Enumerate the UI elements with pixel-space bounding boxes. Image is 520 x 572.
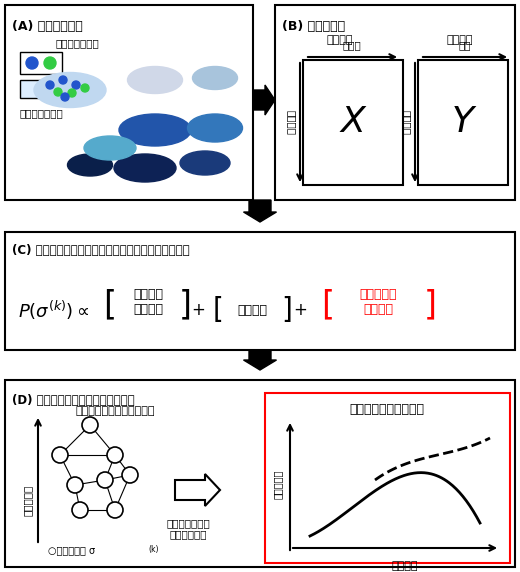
Text: ]: ] xyxy=(423,288,436,321)
Bar xyxy=(20,80,42,98)
Ellipse shape xyxy=(180,151,230,175)
Ellipse shape xyxy=(127,66,183,93)
Circle shape xyxy=(54,88,62,96)
Circle shape xyxy=(107,447,123,463)
FancyArrow shape xyxy=(253,85,275,115)
Text: Y: Y xyxy=(452,105,474,139)
Circle shape xyxy=(68,89,76,97)
Circle shape xyxy=(59,76,67,84)
Ellipse shape xyxy=(119,114,191,146)
Text: 観測された
環境因子: 観測された 環境因子 xyxy=(359,288,397,316)
Circle shape xyxy=(72,81,80,89)
Circle shape xyxy=(97,472,113,488)
Ellipse shape xyxy=(188,114,242,142)
Circle shape xyxy=(72,502,88,518)
Text: サンプル: サンプル xyxy=(286,109,296,134)
Circle shape xyxy=(81,84,89,92)
Text: 安定状態ダイアグラム: 安定状態ダイアグラム xyxy=(349,403,424,416)
Bar xyxy=(265,393,510,563)
Bar xyxy=(418,60,508,185)
Text: 環境条件: 環境条件 xyxy=(447,35,473,45)
Text: +: + xyxy=(293,301,307,319)
Ellipse shape xyxy=(114,154,176,182)
Circle shape xyxy=(122,467,138,483)
FancyArrow shape xyxy=(243,350,277,370)
Ellipse shape xyxy=(84,136,136,160)
Text: エネルギー: エネルギー xyxy=(23,484,33,515)
Text: X: X xyxy=(341,105,366,139)
Text: 群集組成の観測: 群集組成の観測 xyxy=(55,38,99,48)
FancyArrow shape xyxy=(243,200,277,222)
Text: [: [ xyxy=(103,288,116,321)
Text: エネルギー: エネルギー xyxy=(273,469,283,499)
Text: 群集組成: 群集組成 xyxy=(327,35,353,45)
Text: エネルギーランドスケープ: エネルギーランドスケープ xyxy=(75,406,155,416)
Circle shape xyxy=(67,477,83,493)
Text: 因子: 因子 xyxy=(459,40,471,50)
Text: 環境に依存した
変化を視覚化: 環境に依存した 変化を視覚化 xyxy=(166,518,210,539)
Text: 環境因子: 環境因子 xyxy=(392,561,418,571)
Text: ○：群集組成 σ: ○：群集組成 σ xyxy=(48,545,95,555)
Bar xyxy=(303,60,403,185)
Circle shape xyxy=(44,57,56,69)
Text: [: [ xyxy=(321,288,334,321)
Ellipse shape xyxy=(34,73,106,108)
Circle shape xyxy=(61,93,69,101)
Circle shape xyxy=(26,57,38,69)
Text: 生物種: 生物種 xyxy=(343,40,361,50)
Text: サンプル: サンプル xyxy=(401,109,411,134)
Bar xyxy=(275,5,515,200)
FancyArrow shape xyxy=(175,474,220,506)
Circle shape xyxy=(46,81,54,89)
Text: (A) 生態学的群集: (A) 生態学的群集 xyxy=(12,20,83,33)
Circle shape xyxy=(52,447,68,463)
Text: (C) 拡張ペアワイズ最大エントロピーモデルの最適化: (C) 拡張ペアワイズ最大エントロピーモデルの最適化 xyxy=(12,244,190,257)
Text: (B) 観測データ: (B) 観測データ xyxy=(282,20,345,33)
Text: (D) エネルギーランドスケープ解析: (D) エネルギーランドスケープ解析 xyxy=(12,394,135,407)
Text: 未観測の
環境因子: 未観測の 環境因子 xyxy=(133,288,163,316)
Text: [: [ xyxy=(213,296,224,324)
Bar xyxy=(5,232,515,350)
Bar xyxy=(20,52,62,74)
Bar xyxy=(5,380,515,567)
Text: +: + xyxy=(191,301,205,319)
Ellipse shape xyxy=(68,154,112,176)
Bar xyxy=(5,5,253,200)
Text: $P(\sigma^{(k)}) \propto$: $P(\sigma^{(k)}) \propto$ xyxy=(18,299,89,321)
Ellipse shape xyxy=(192,66,238,89)
Text: ]: ] xyxy=(281,296,292,324)
Text: ]: ] xyxy=(178,288,191,321)
Text: 環境条件の観測: 環境条件の観測 xyxy=(20,108,64,118)
Text: 種間関係: 種間関係 xyxy=(237,304,267,316)
Circle shape xyxy=(107,502,123,518)
Circle shape xyxy=(82,417,98,433)
Text: (k): (k) xyxy=(148,545,159,554)
